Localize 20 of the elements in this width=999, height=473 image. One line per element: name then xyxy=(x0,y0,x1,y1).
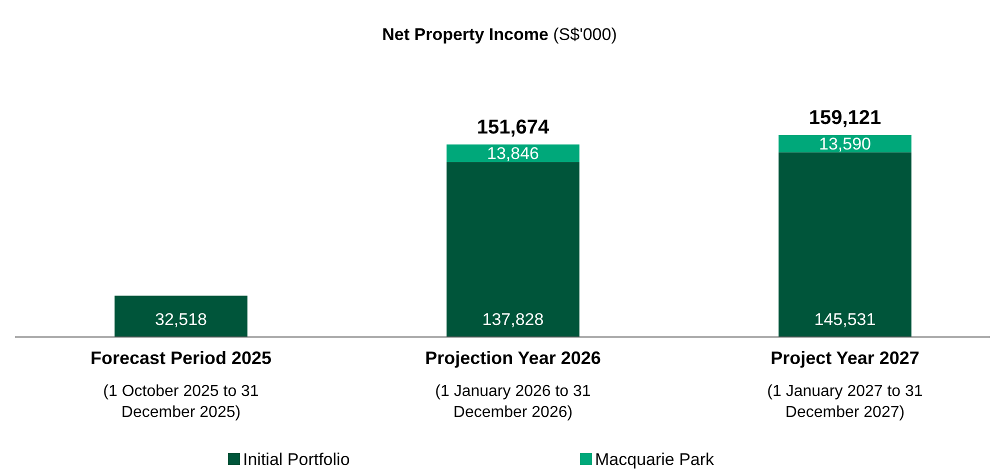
bar xyxy=(778,152,912,337)
legend-label: Initial Portfolio xyxy=(243,450,350,469)
data-label: 32,518 xyxy=(155,310,207,329)
data-label: 137,828 xyxy=(482,310,544,329)
bar xyxy=(778,135,912,152)
text: (1 January 2027 to 31 December 2027) xyxy=(767,383,923,421)
data-label: 145,531 xyxy=(814,310,876,329)
x-tick-label: Forecast Period 2025 xyxy=(90,348,272,368)
data-label: 13,846 xyxy=(487,144,539,164)
legend-label: Macquarie Park xyxy=(595,450,715,469)
chart-title: Net Property Income (S$'000) xyxy=(382,25,617,44)
total-label: 159,121 xyxy=(808,107,882,129)
total-label: 151,674 xyxy=(476,116,550,138)
text: (1 October 2025 to 31 December 2025) xyxy=(103,383,259,421)
data-label: 13,590 xyxy=(819,134,871,154)
text: (1 January 2026 to 31 December 2026) xyxy=(435,383,591,421)
x-tick-label: Projection Year 2026 xyxy=(425,348,601,368)
bar xyxy=(446,162,580,337)
x-tick-label: Project Year 2027 xyxy=(770,348,920,368)
bar xyxy=(114,296,248,337)
